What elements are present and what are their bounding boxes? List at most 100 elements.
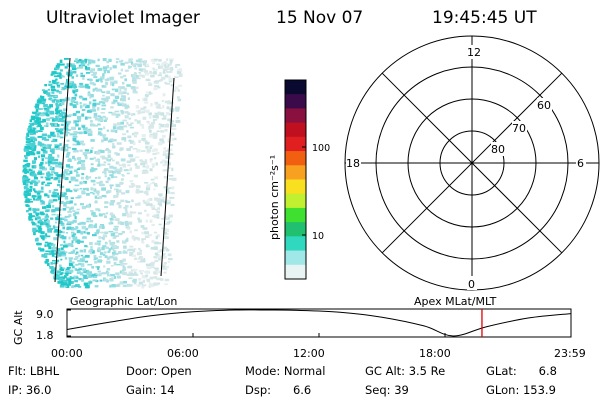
- uv-pixel: [85, 285, 90, 289]
- uv-pixel: [170, 84, 175, 87]
- uv-pixel: [101, 97, 107, 101]
- uv-pixel: [121, 99, 127, 102]
- uv-pixel: [80, 163, 85, 167]
- uv-pixel: [169, 196, 175, 199]
- uv-pixel: [33, 190, 37, 193]
- uv-pixel: [60, 192, 65, 196]
- uv-pixel: [64, 218, 68, 222]
- uv-pixel: [76, 60, 79, 64]
- uv-pixel: [125, 190, 130, 194]
- uv-pixel: [55, 221, 58, 224]
- uv-pixel: [45, 209, 50, 212]
- uv-pixel: [51, 156, 55, 160]
- uv-pixel: [164, 129, 168, 132]
- uv-pixel: [36, 242, 42, 245]
- uv-pixel: [91, 147, 94, 149]
- uv-pixel: [154, 156, 157, 160]
- uv-pixel: [75, 123, 79, 127]
- uv-pixel: [153, 119, 158, 121]
- uv-pixel: [166, 106, 170, 110]
- uv-pixel: [122, 271, 127, 276]
- uv-pixel: [147, 165, 150, 169]
- uv-pixel: [52, 260, 56, 262]
- uv-pixel: [141, 126, 145, 129]
- uv-pixel: [23, 185, 27, 190]
- uv-pixel: [28, 200, 33, 203]
- uv-pixel: [91, 167, 94, 169]
- uv-pixel: [28, 122, 33, 125]
- colorbar-swatch: [285, 165, 306, 181]
- uv-pixel: [157, 250, 160, 253]
- uv-pixel: [35, 108, 39, 113]
- uv-pixel: [121, 270, 125, 275]
- uv-pixel: [116, 142, 122, 145]
- uv-pixel: [68, 114, 73, 116]
- uv-pixel: [72, 67, 77, 71]
- uv-pixel: [158, 59, 162, 62]
- uv-pixel: [48, 228, 53, 231]
- uv-pixel: [135, 175, 138, 178]
- uv-pixel: [111, 101, 116, 105]
- uv-pixel: [58, 161, 61, 164]
- uv-pixel: [64, 177, 69, 181]
- uv-pixel: [107, 177, 111, 180]
- uv-pixel: [81, 125, 85, 128]
- uv-pixel: [158, 256, 164, 258]
- uv-pixel: [47, 244, 50, 247]
- uv-pixel: [118, 60, 123, 63]
- image-edge-line-left: [54, 57, 71, 283]
- uv-pixel: [53, 75, 58, 78]
- uv-pixel: [147, 233, 152, 237]
- info-door: Door: Open: [126, 364, 192, 378]
- uv-pixel: [132, 81, 137, 84]
- uv-pixel: [95, 152, 101, 155]
- uv-pixel: [122, 103, 127, 106]
- uv-pixel: [55, 65, 60, 68]
- uv-pixel: [24, 195, 28, 198]
- uv-pixel: [168, 100, 171, 103]
- uv-pixel: [38, 219, 42, 223]
- uv-pixel: [84, 227, 89, 231]
- uv-pixel: [110, 232, 116, 237]
- uv-pixel: [28, 217, 32, 220]
- uv-pixel: [77, 131, 81, 134]
- uv-pixel: [66, 63, 71, 67]
- uv-pixel: [140, 68, 146, 72]
- uv-pixel: [81, 205, 86, 210]
- uv-pixel: [123, 266, 127, 270]
- uv-pixel: [80, 254, 84, 257]
- uv-pixel: [62, 267, 65, 270]
- uv-pixel: [48, 80, 52, 83]
- uv-pixel: [69, 276, 72, 280]
- uv-pixel: [56, 251, 59, 254]
- uv-pixel: [161, 117, 167, 120]
- uv-pixel: [64, 170, 68, 174]
- uv-pixel: [56, 259, 60, 262]
- uv-pixel: [153, 135, 157, 139]
- uv-pixel: [109, 67, 112, 71]
- uv-pixel: [58, 197, 61, 201]
- uv-pixel: [156, 105, 161, 109]
- uv-pixel: [75, 58, 78, 62]
- uv-pixel: [45, 213, 49, 217]
- uv-pixel: [90, 210, 94, 212]
- uv-pixel: [132, 278, 137, 282]
- info-gcalt: GC Alt: 3.5 Re: [365, 364, 445, 378]
- uv-pixel: [137, 217, 141, 221]
- uv-pixel: [90, 133, 93, 136]
- uv-pixel: [36, 116, 40, 120]
- uv-pixel: [65, 81, 69, 84]
- uv-pixel: [32, 195, 37, 198]
- uv-pixel: [111, 214, 115, 218]
- uv-pixel: [164, 228, 170, 233]
- uv-pixel: [131, 254, 136, 257]
- uv-pixel: [165, 75, 171, 79]
- uv-pixel: [61, 119, 66, 123]
- uv-pixel: [23, 181, 27, 186]
- uv-pixel: [52, 134, 56, 137]
- uv-pixel: [144, 101, 149, 104]
- uv-pixel: [170, 59, 173, 64]
- uv-pixel: [87, 85, 91, 89]
- uv-pixel: [25, 183, 29, 187]
- uv-pixel: [90, 163, 94, 166]
